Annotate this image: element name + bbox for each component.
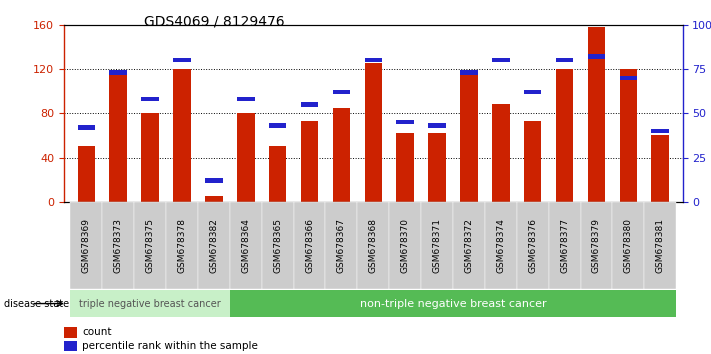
Bar: [205, 178, 223, 183]
Text: count: count: [82, 327, 112, 337]
Bar: [365, 58, 382, 62]
Text: GSM678369: GSM678369: [82, 218, 91, 273]
Bar: [365, 63, 382, 202]
Bar: [428, 124, 446, 128]
Text: GSM678365: GSM678365: [273, 218, 282, 273]
Bar: [269, 124, 287, 128]
Bar: [556, 69, 573, 202]
Bar: [205, 196, 223, 202]
Bar: [556, 58, 573, 62]
Text: GDS4069 / 8129476: GDS4069 / 8129476: [144, 14, 285, 28]
Bar: [619, 76, 637, 80]
Text: GSM678366: GSM678366: [305, 218, 314, 273]
Bar: [397, 120, 414, 124]
Bar: [237, 97, 255, 101]
Text: GSM678371: GSM678371: [432, 218, 442, 273]
Bar: [492, 104, 510, 202]
Bar: [333, 108, 350, 202]
Bar: [588, 55, 605, 59]
Text: GSM678367: GSM678367: [337, 218, 346, 273]
Bar: [524, 90, 542, 94]
Bar: [141, 97, 159, 101]
Text: GSM678377: GSM678377: [560, 218, 569, 273]
Bar: [237, 113, 255, 202]
Bar: [492, 58, 510, 62]
Bar: [619, 69, 637, 202]
Text: GSM678364: GSM678364: [241, 218, 250, 273]
Bar: [301, 121, 319, 202]
Bar: [333, 90, 350, 94]
Text: disease state: disease state: [4, 298, 69, 309]
Text: GSM678380: GSM678380: [624, 218, 633, 273]
Bar: [588, 27, 605, 202]
Text: GSM678370: GSM678370: [401, 218, 410, 273]
Text: GSM678368: GSM678368: [369, 218, 378, 273]
Text: percentile rank within the sample: percentile rank within the sample: [82, 341, 258, 351]
Bar: [651, 135, 669, 202]
Text: GSM678376: GSM678376: [528, 218, 538, 273]
Text: GSM678381: GSM678381: [656, 218, 665, 273]
Bar: [141, 113, 159, 202]
Bar: [109, 75, 127, 202]
Bar: [173, 69, 191, 202]
Text: GSM678379: GSM678379: [592, 218, 601, 273]
Bar: [428, 133, 446, 202]
Bar: [460, 70, 478, 75]
Text: GSM678375: GSM678375: [146, 218, 154, 273]
Text: non-triple negative breast cancer: non-triple negative breast cancer: [360, 298, 546, 309]
Bar: [269, 147, 287, 202]
Text: GSM678374: GSM678374: [496, 218, 506, 273]
Bar: [77, 125, 95, 130]
Bar: [77, 147, 95, 202]
Text: GSM678373: GSM678373: [114, 218, 123, 273]
Text: GSM678372: GSM678372: [464, 218, 474, 273]
Bar: [397, 133, 414, 202]
Bar: [173, 58, 191, 62]
Bar: [524, 121, 542, 202]
Text: triple negative breast cancer: triple negative breast cancer: [79, 298, 221, 309]
Text: GSM678382: GSM678382: [209, 218, 218, 273]
Text: GSM678378: GSM678378: [178, 218, 186, 273]
Bar: [109, 70, 127, 75]
Bar: [651, 129, 669, 133]
Bar: [301, 102, 319, 107]
Bar: [460, 71, 478, 202]
